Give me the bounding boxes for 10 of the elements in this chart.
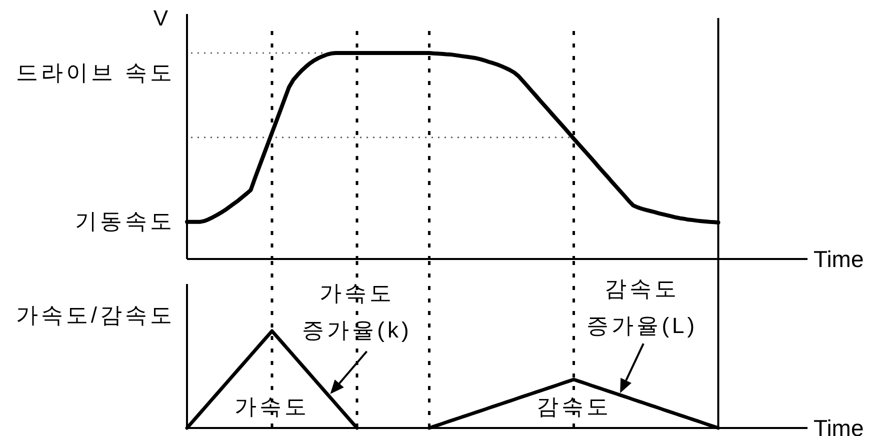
x-axis-title: Time	[814, 415, 864, 436]
annotation: 가속도 증가율(k)	[302, 280, 412, 343]
y-axis-title: V	[153, 6, 171, 30]
annotation: 감속도	[536, 394, 612, 420]
annotation: 감속도 증가율(L)	[586, 276, 698, 338]
annotation: 가속도	[234, 394, 310, 420]
x-axis-title: Time	[814, 246, 864, 272]
text: 기동속도	[75, 208, 175, 234]
y-axis-title: 가속도/감속도	[16, 302, 175, 328]
text: 드라이브 속도	[16, 60, 175, 86]
